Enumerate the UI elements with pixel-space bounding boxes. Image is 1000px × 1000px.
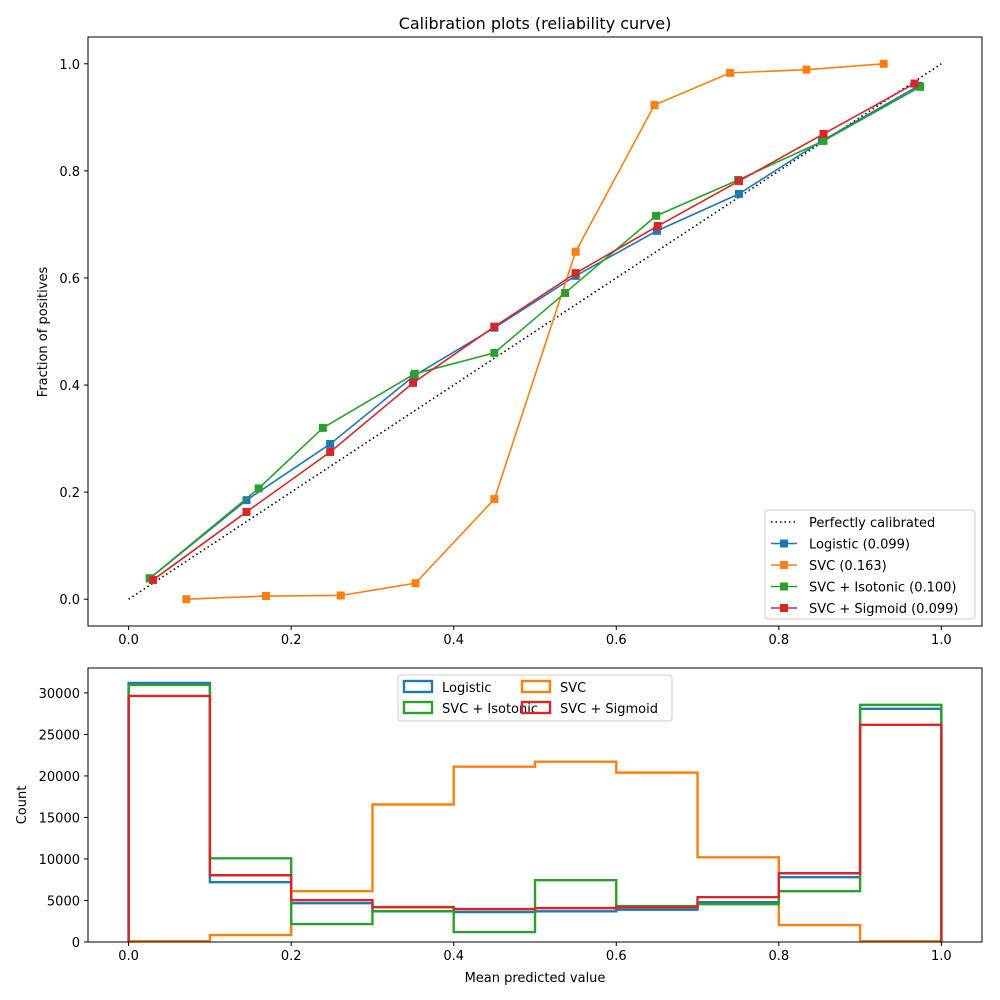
bottom-x-axis-label: Mean predicted value [465, 971, 606, 986]
calibration-line [149, 86, 921, 579]
bottom-axes-frame [87, 667, 983, 943]
bottom-x-tick-label: 0.0 [118, 949, 139, 964]
calibration-marker [336, 591, 345, 600]
bottom-y-tick-label: 25000 [39, 728, 80, 743]
calibration-series-3 [149, 79, 919, 584]
top-y-tick-label: 0.8 [59, 165, 80, 180]
top-legend-box [764, 509, 976, 620]
calibration-series-1 [182, 59, 888, 604]
calibration-marker [910, 79, 919, 88]
legend-swatch [520, 700, 552, 715]
bottom-legend-label: SVC + Sigmoid [560, 702, 658, 717]
top-x-tick-label: 0.2 [281, 633, 302, 648]
top-x-tick-label: 0.6 [606, 633, 627, 648]
top-legend-label: Logistic (0.099) [809, 538, 910, 553]
calibration-line [152, 82, 915, 581]
top-axes-frame [87, 36, 983, 627]
top-y-tick-label: 0.4 [59, 379, 80, 394]
calibration-marker [326, 439, 335, 448]
bottom-x-tick-label: 1.0 [931, 949, 952, 964]
bottom-legend-label: Logistic [442, 681, 491, 696]
bottom-y-tick-label: 15000 [39, 811, 80, 826]
calibration-marker [410, 369, 419, 378]
bottom-legend-label: SVC [560, 681, 586, 696]
calibration-marker [411, 579, 420, 588]
histogram-1 [127, 760, 943, 943]
legend-marker [780, 561, 788, 569]
calibration-marker [726, 68, 735, 77]
calibration-marker [653, 222, 662, 231]
legend-marker [780, 539, 788, 548]
bottom-y-tick-label: 5000 [47, 894, 80, 909]
bottom-x-tick-label: 0.8 [768, 949, 789, 964]
legend-swatch [520, 679, 552, 694]
bottom-x-tick-label: 0.4 [443, 949, 464, 964]
calibration-marker [561, 288, 570, 297]
bottom-legend-label: SVC + Isotonic [442, 702, 538, 717]
calibration-marker [819, 129, 828, 138]
top-x-tick-label: 0.4 [443, 633, 464, 648]
top-legend-label: SVC (0.163) [809, 559, 887, 574]
calibration-marker [819, 136, 828, 145]
legend-marker [780, 582, 788, 591]
calibration-series-2 [145, 82, 925, 583]
calibration-marker [490, 348, 499, 357]
top-y-axis-label: Fraction of positives [36, 267, 51, 398]
calibration-line [186, 62, 884, 601]
calibration-marker [261, 592, 270, 601]
calibration-marker [734, 177, 743, 186]
legend-swatch [402, 700, 434, 715]
calibration-marker [182, 595, 191, 604]
calibration-marker [571, 247, 580, 256]
calibration-marker [254, 484, 263, 493]
histogram-3 [127, 694, 943, 942]
bottom-x-tick-label: 0.2 [281, 949, 302, 964]
top-x-tick-label: 1.0 [931, 633, 952, 648]
calibration-marker [652, 211, 661, 220]
top-y-tick-label: 1.0 [59, 58, 80, 73]
perfectly-calibrated-line [128, 63, 942, 600]
top-y-tick-label: 0.6 [59, 272, 80, 287]
calibration-marker [409, 378, 418, 387]
top-x-tick-label: 0.0 [118, 633, 139, 648]
top-x-tick-label: 0.8 [768, 633, 789, 648]
legend-swatch [402, 679, 434, 694]
bottom-y-tick-label: 20000 [39, 770, 80, 785]
bottom-legend-box [397, 674, 673, 722]
bottom-y-axis-label: Count [15, 786, 30, 825]
bottom-y-tick-label: 0 [72, 936, 80, 951]
top-legend-label: Perfectly calibrated [809, 516, 935, 531]
calibration-marker [242, 496, 251, 505]
calibration-marker [734, 189, 743, 198]
top-chart-title: Calibration plots (reliability curve) [399, 14, 672, 33]
top-y-tick-label: 0.0 [59, 593, 80, 608]
bottom-y-tick-label: 10000 [39, 853, 80, 868]
histogram-2 [127, 683, 943, 942]
bottom-x-tick-label: 0.6 [606, 949, 627, 964]
calibration-marker [652, 226, 661, 235]
calibration-marker [650, 101, 659, 110]
calibration-marker [879, 59, 888, 68]
calibration-marker [490, 495, 499, 504]
calibration-marker [490, 322, 499, 331]
calibration-line [149, 85, 920, 579]
calibration-marker [242, 507, 251, 516]
calibration-marker [802, 65, 811, 74]
top-y-tick-label: 0.2 [59, 486, 80, 501]
calibration-marker [571, 269, 580, 278]
calibration-marker [916, 82, 925, 91]
calibration-marker [326, 447, 335, 456]
top-legend-label: SVC + Isotonic (0.100) [809, 581, 956, 596]
top-legend-label: SVC + Sigmoid (0.099) [809, 602, 958, 617]
calibration-marker [318, 423, 327, 432]
calibration-marker [149, 575, 158, 584]
bottom-y-tick-label: 30000 [39, 687, 80, 702]
legend-marker [780, 604, 788, 612]
